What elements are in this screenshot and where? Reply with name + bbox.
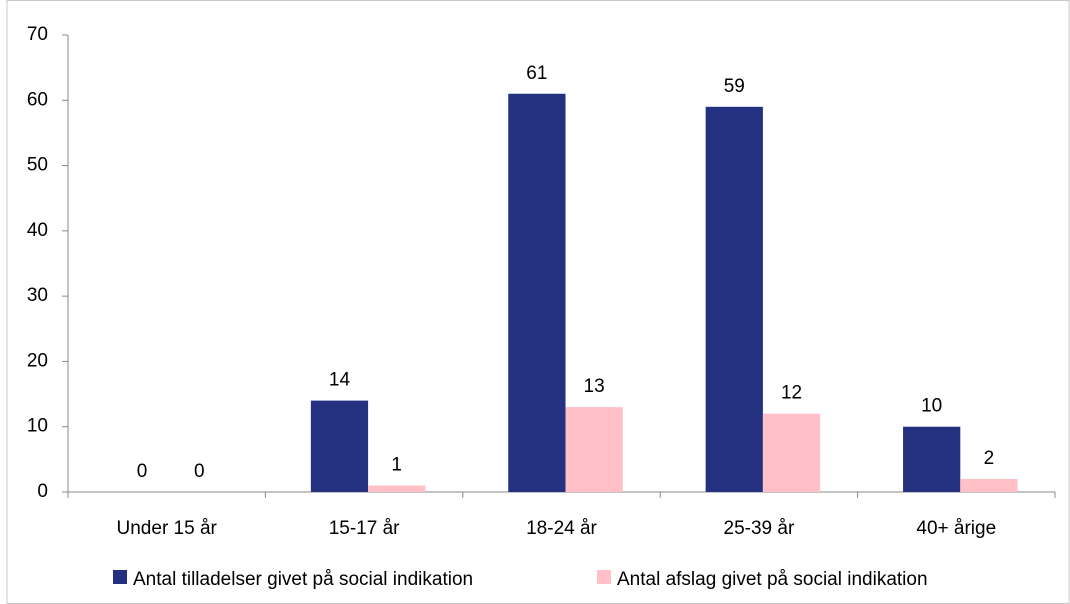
bar: [903, 426, 961, 492]
y-tick-label: 40: [27, 220, 48, 241]
y-tick-label: 10: [27, 416, 48, 437]
y-tick-label: 50: [27, 155, 48, 176]
y-tick-label: 30: [27, 285, 48, 306]
bar: [705, 106, 763, 493]
data-label: 0: [194, 461, 205, 482]
legend-swatch: [113, 570, 127, 584]
bar: [368, 485, 426, 492]
x-tick-label: 40+ årige: [916, 518, 996, 539]
x-tick-label: 18-24 år: [526, 518, 597, 539]
data-label: 59: [724, 76, 745, 97]
bar: [762, 413, 821, 492]
y-tick-label: 20: [27, 350, 48, 371]
data-label: 10: [921, 396, 942, 417]
data-label: 0: [137, 461, 148, 482]
x-tick-label: 25-39 år: [724, 518, 795, 539]
x-tick-label: Under 15 år: [117, 518, 218, 539]
x-tick-label: 15-17 år: [329, 518, 400, 539]
bar: [565, 407, 623, 492]
data-label: 2: [984, 448, 995, 469]
bar: [508, 93, 566, 492]
y-tick-label: 0: [37, 481, 48, 502]
legend-swatch: [597, 570, 611, 584]
data-label: 14: [329, 370, 351, 391]
data-label: 1: [391, 454, 402, 475]
y-tick-label: 70: [27, 24, 48, 45]
data-label: 13: [584, 376, 605, 397]
legend-label: Antal tilladelser givet på social indika…: [133, 569, 473, 590]
data-label: 61: [526, 63, 547, 84]
y-tick-label: 60: [27, 89, 48, 110]
data-label: 12: [781, 383, 802, 404]
legend-label: Antal afslag givet på social indikation: [617, 569, 928, 590]
bar: [960, 478, 1018, 492]
bar: [310, 400, 369, 492]
